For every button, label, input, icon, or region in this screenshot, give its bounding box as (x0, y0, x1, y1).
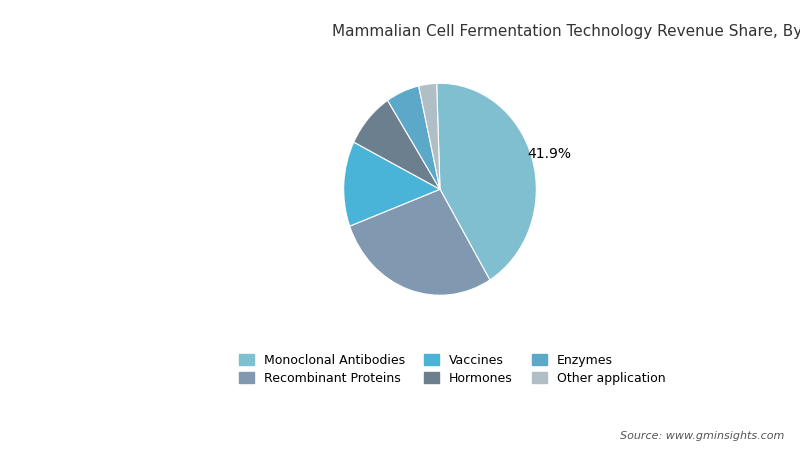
Text: 41.9%: 41.9% (527, 147, 571, 161)
Wedge shape (354, 100, 440, 189)
Legend: Monoclonal Antibodies, Recombinant Proteins, Vaccines, Hormones, Enzymes, Other : Monoclonal Antibodies, Recombinant Prote… (234, 349, 670, 390)
Wedge shape (418, 83, 440, 189)
Wedge shape (387, 86, 440, 189)
Text: Source: www.gminsights.com: Source: www.gminsights.com (620, 431, 784, 441)
Text: Mammalian Cell Fermentation Technology Revenue Share, By Application, (2022): Mammalian Cell Fermentation Technology R… (332, 24, 800, 39)
Wedge shape (350, 189, 490, 295)
Wedge shape (437, 83, 536, 280)
Wedge shape (344, 142, 440, 226)
